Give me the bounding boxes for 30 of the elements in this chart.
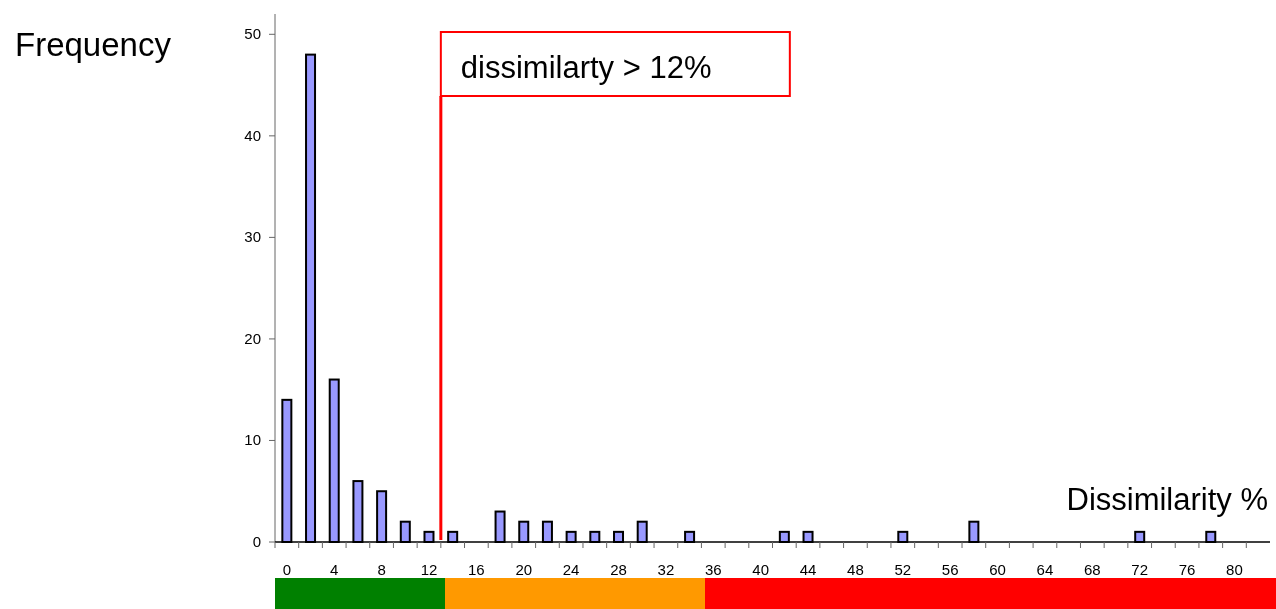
ref-line-label: dissimilarty > 12% <box>460 50 712 85</box>
x-axis-title: Dissimilarity % <box>1066 482 1268 517</box>
x-tick-label: 80 <box>1226 561 1243 578</box>
x-tick-label: 24 <box>562 561 580 578</box>
x-tick-label: 72 <box>1131 561 1149 578</box>
x-tick-label: 60 <box>989 561 1006 578</box>
x-tick-label: 36 <box>704 561 722 578</box>
x-tick-label: 0 <box>282 561 292 578</box>
y-tick-label: 30 <box>244 228 261 246</box>
x-tick-label: 52 <box>894 561 912 578</box>
x-tick-label: 40 <box>752 561 769 578</box>
x-tick-label: 4 <box>330 561 339 578</box>
x-tick-label: 28 <box>610 561 627 578</box>
x-tick-label: 32 <box>657 561 675 578</box>
y-tick-label: 20 <box>244 329 261 347</box>
x-tick-label: 68 <box>1083 561 1101 578</box>
x-tick-label: 56 <box>941 561 959 578</box>
x-tick-label: 48 <box>847 561 864 578</box>
y-tick-label: 10 <box>244 431 261 449</box>
x-tick-label: 44 <box>799 561 817 578</box>
x-tick-label: 16 <box>468 561 485 578</box>
y-axis-title: Frequency <box>15 26 172 63</box>
y-tick-label: 0 <box>252 533 261 550</box>
y-tick-label: 50 <box>244 25 261 43</box>
y-tick-label: 40 <box>244 126 261 144</box>
x-tick-label: 12 <box>420 561 438 578</box>
x-tick-label: 64 <box>1036 561 1054 578</box>
x-tick-label: 76 <box>1178 561 1196 578</box>
x-tick-label: 8 <box>377 561 386 578</box>
x-tick-label: 20 <box>515 561 533 578</box>
